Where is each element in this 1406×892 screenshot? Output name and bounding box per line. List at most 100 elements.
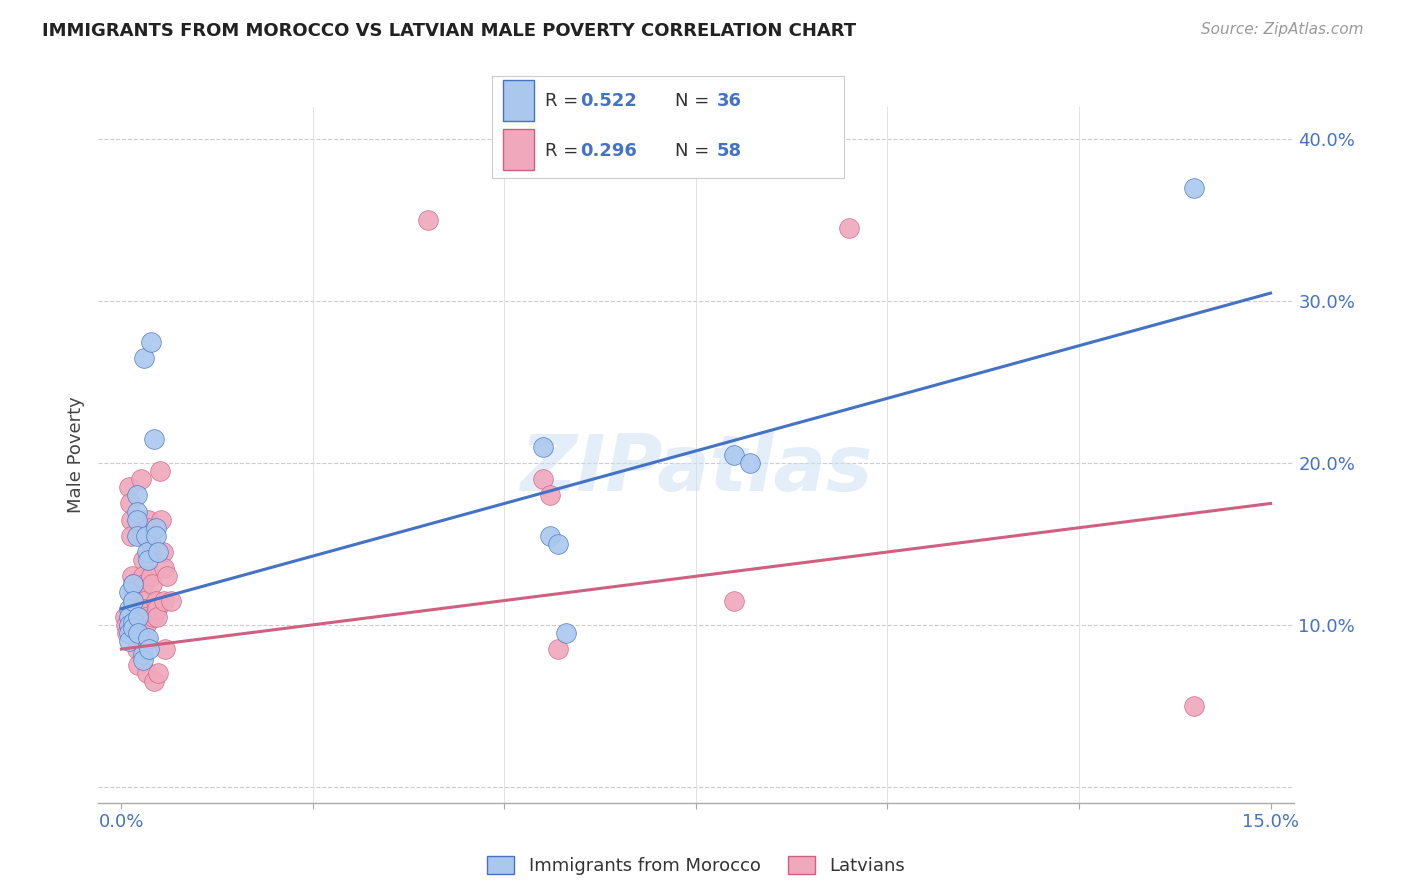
- Point: [132, 569, 155, 583]
- Point: [134, 351, 156, 365]
- Text: N =: N =: [675, 93, 714, 111]
- Point: [139, 529, 162, 543]
- Point: [124, 609, 146, 624]
- Point: [122, 593, 145, 607]
- Point: [134, 601, 156, 615]
- Point: [150, 513, 173, 527]
- Point: [554, 626, 576, 640]
- Point: [132, 647, 155, 661]
- Text: ZIPatlas: ZIPatlas: [520, 431, 872, 507]
- Point: [122, 593, 145, 607]
- Point: [160, 593, 183, 607]
- Point: [136, 631, 159, 645]
- Point: [135, 617, 157, 632]
- Point: [145, 521, 167, 535]
- Point: [136, 513, 159, 527]
- Point: [131, 521, 153, 535]
- Text: R =: R =: [544, 142, 583, 160]
- Point: [149, 464, 172, 478]
- Point: [141, 577, 163, 591]
- Point: [127, 642, 149, 657]
- Text: Source: ZipAtlas.com: Source: ZipAtlas.com: [1201, 22, 1364, 37]
- Text: 58: 58: [717, 142, 742, 160]
- Point: [122, 585, 145, 599]
- Point: [152, 545, 174, 559]
- Point: [148, 666, 170, 681]
- Y-axis label: Male Poverty: Male Poverty: [66, 397, 84, 513]
- Point: [122, 577, 145, 591]
- Point: [121, 569, 143, 583]
- Point: [146, 609, 169, 624]
- Point: [141, 569, 163, 583]
- Point: [132, 553, 155, 567]
- Point: [125, 617, 148, 632]
- Point: [142, 609, 165, 624]
- Point: [125, 529, 148, 543]
- Point: [118, 480, 141, 494]
- Point: [115, 617, 138, 632]
- Bar: [503, 80, 534, 121]
- Point: [138, 642, 160, 657]
- Point: [127, 626, 149, 640]
- Point: [124, 601, 146, 615]
- Point: [145, 601, 167, 615]
- Point: [129, 472, 152, 486]
- Point: [118, 617, 141, 632]
- Point: [738, 456, 761, 470]
- Point: [125, 488, 148, 502]
- Point: [152, 561, 174, 575]
- Point: [148, 545, 170, 559]
- Point: [1182, 698, 1205, 713]
- Point: [139, 537, 162, 551]
- Text: R =: R =: [544, 93, 583, 111]
- Point: [132, 653, 155, 667]
- Text: 36: 36: [717, 93, 742, 111]
- Point: [135, 545, 157, 559]
- Point: [120, 513, 142, 527]
- Point: [122, 621, 145, 635]
- Point: [118, 626, 141, 640]
- Point: [136, 553, 159, 567]
- Point: [122, 615, 145, 629]
- Point: [547, 537, 569, 551]
- Legend: Immigrants from Morocco, Latvians: Immigrants from Morocco, Latvians: [478, 847, 914, 884]
- Point: [127, 609, 149, 624]
- Point: [416, 213, 439, 227]
- Point: [125, 513, 148, 527]
- Point: [1182, 181, 1205, 195]
- Point: [125, 504, 148, 518]
- Text: N =: N =: [675, 142, 714, 160]
- Point: [125, 634, 148, 648]
- Point: [136, 666, 159, 681]
- Text: 0.522: 0.522: [581, 93, 637, 111]
- Point: [122, 577, 145, 591]
- Point: [538, 529, 561, 543]
- Point: [139, 545, 162, 559]
- Point: [139, 334, 162, 349]
- Point: [145, 593, 167, 607]
- Point: [723, 593, 745, 607]
- Point: [142, 674, 165, 689]
- Point: [114, 609, 136, 624]
- Point: [135, 634, 157, 648]
- Point: [118, 634, 141, 648]
- Point: [125, 626, 148, 640]
- Point: [142, 432, 165, 446]
- Point: [118, 585, 141, 599]
- Point: [145, 529, 167, 543]
- Point: [118, 496, 141, 510]
- Point: [153, 642, 176, 657]
- Point: [531, 440, 554, 454]
- Point: [723, 448, 745, 462]
- Point: [118, 601, 141, 615]
- Point: [138, 521, 160, 535]
- Bar: [503, 129, 534, 170]
- Point: [127, 658, 149, 673]
- Point: [134, 609, 156, 624]
- Point: [135, 529, 157, 543]
- Text: 0.296: 0.296: [581, 142, 637, 160]
- Point: [120, 529, 142, 543]
- Point: [547, 642, 569, 657]
- Point: [838, 221, 860, 235]
- Point: [132, 577, 155, 591]
